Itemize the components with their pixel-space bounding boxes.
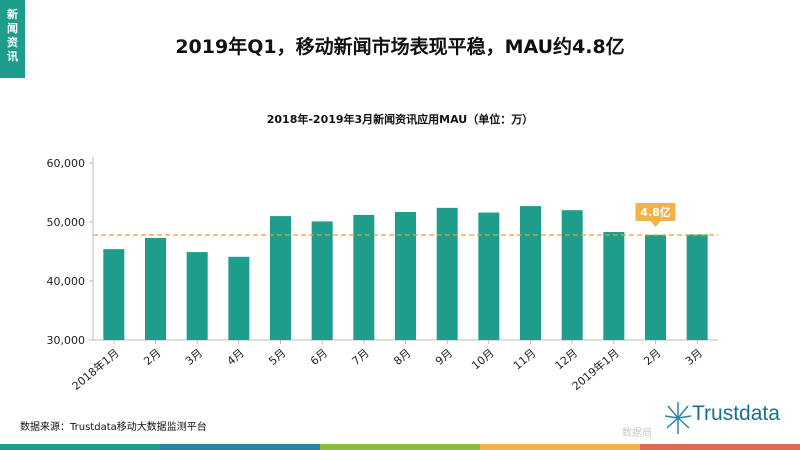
- bar: [395, 211, 416, 340]
- section-tag-char: 讯: [7, 50, 18, 63]
- x-tick-label: 2018年1月: [69, 346, 122, 393]
- watermark: 数据局: [622, 428, 652, 439]
- x-tick-label: 3月: [683, 346, 705, 368]
- bar: [520, 206, 541, 340]
- section-tag-char: 资: [7, 36, 18, 49]
- bar: [228, 256, 250, 340]
- y-tick-label: 30,000: [47, 334, 86, 347]
- bar: [270, 216, 291, 340]
- page-title: 2019年Q1，移动新闻市场表现平稳，MAU约4.8亿: [175, 36, 625, 58]
- section-tag-char: 新: [7, 8, 18, 21]
- x-tick-label: 7月: [350, 346, 372, 368]
- x-tick-label: 4月: [225, 346, 247, 368]
- x-tick-label: 2月: [641, 346, 663, 368]
- x-tick-label: 6月: [308, 346, 330, 368]
- x-tick-label: 12月: [553, 346, 581, 372]
- bottom-bar-segment: [160, 444, 320, 450]
- y-tick-label: 60,000: [47, 157, 86, 170]
- bar: [645, 234, 666, 340]
- x-tick-label: 8月: [391, 346, 413, 368]
- bar: [311, 221, 333, 340]
- bottom-color-bar: [0, 444, 800, 450]
- bar: [603, 232, 625, 340]
- section-tag: 新 闻 资 讯: [0, 0, 25, 78]
- section-tag-char: 闻: [7, 22, 18, 35]
- callout-pointer: [650, 220, 661, 227]
- x-tick-label: 3月: [183, 346, 205, 368]
- bar: [353, 214, 375, 340]
- x-tick-label: 5月: [266, 346, 288, 368]
- bar: [436, 207, 458, 340]
- bottom-bar-segment: [0, 444, 160, 450]
- x-tick-label: 11月: [511, 346, 539, 372]
- x-tick-label: 10月: [469, 346, 497, 372]
- bottom-bar-segment: [320, 444, 480, 450]
- bottom-bar-segment: [480, 444, 640, 450]
- bar: [686, 234, 708, 340]
- bottom-bar-segment: [640, 444, 800, 450]
- data-source-note: 数据来源：Trustdata移动大数据监测平台: [20, 422, 207, 433]
- chart-title: 2018年-2019年3月新闻资讯应用MAU（单位：万）: [266, 113, 534, 126]
- callout-label: 4.8亿: [640, 205, 671, 219]
- y-tick-label: 40,000: [47, 275, 86, 288]
- x-tick-label: 9月: [433, 346, 455, 368]
- bar: [186, 252, 208, 340]
- callout-box: [635, 202, 676, 221]
- x-tick-label: 2月: [141, 346, 163, 368]
- y-tick-label: 50,000: [47, 216, 86, 229]
- bar: [145, 237, 166, 340]
- brand-logo: Trustdata: [692, 402, 780, 425]
- bar: [478, 212, 500, 340]
- bar: [561, 210, 583, 340]
- trustdata-logo-icon: [664, 402, 692, 434]
- bar: [103, 249, 125, 340]
